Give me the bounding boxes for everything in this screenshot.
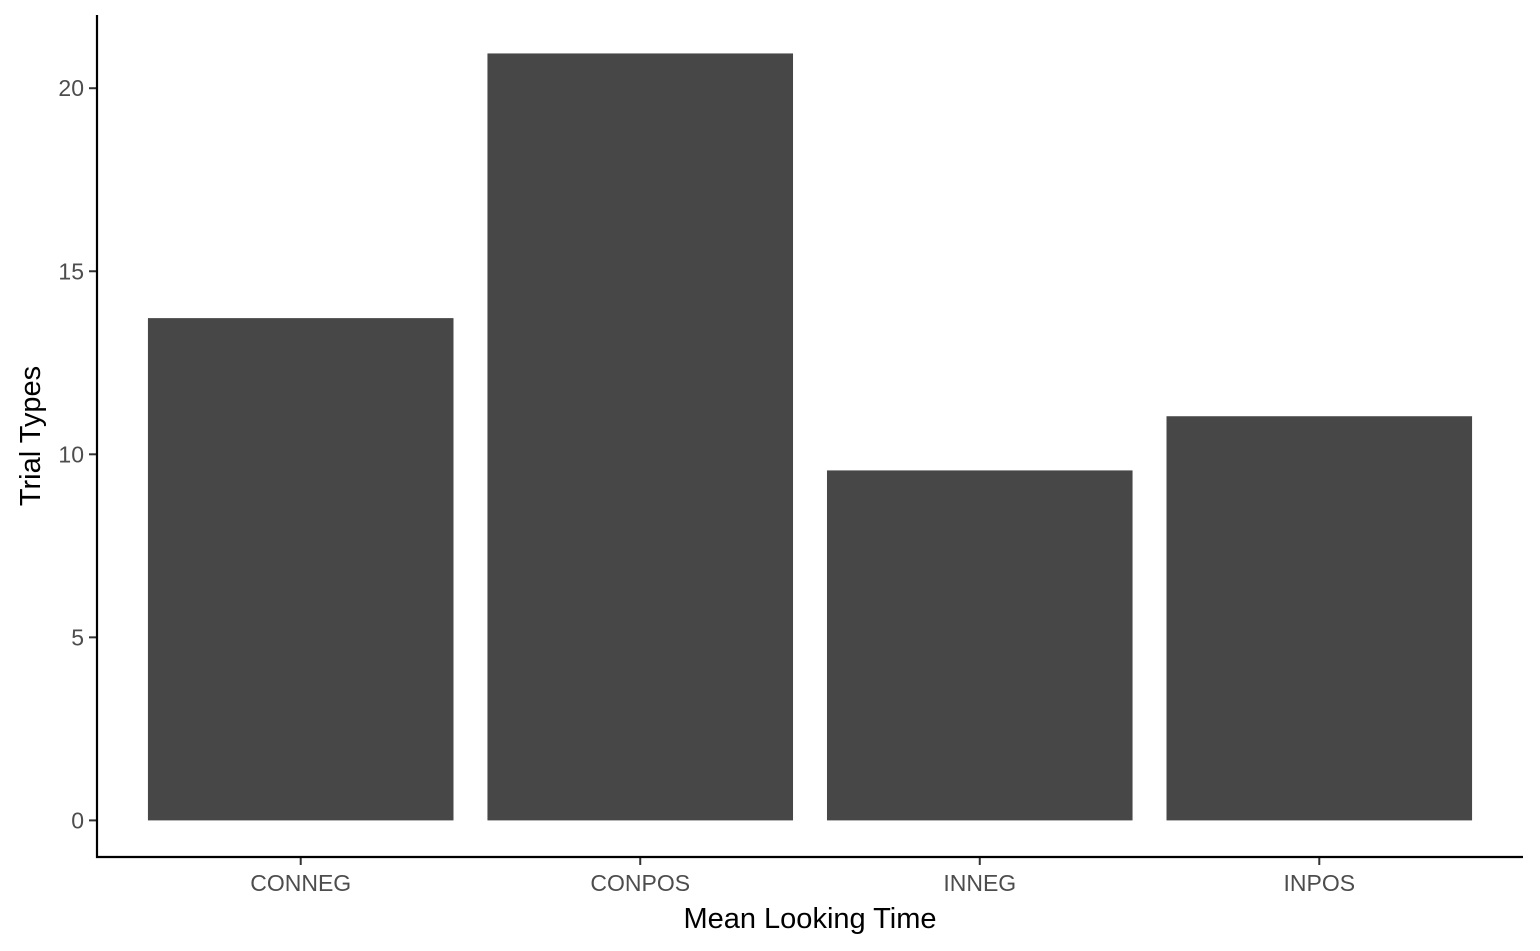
y-axis-ticks: 0 5 10 15 20: [58, 75, 97, 833]
bar-inpos: [1166, 416, 1473, 821]
y-tick-label: 15: [58, 258, 84, 284]
y-tick-label: 10: [58, 441, 84, 467]
x-tick-label: CONNEG: [250, 870, 351, 896]
bar-inneg: [826, 470, 1133, 821]
y-axis-title: Trial Types: [15, 366, 47, 506]
y-tick-label: 5: [71, 624, 84, 650]
bar-conpos: [487, 53, 794, 821]
x-tick-label: INNEG: [943, 870, 1016, 896]
y-tick-label: 20: [58, 75, 84, 101]
y-tick-label: 0: [71, 807, 84, 833]
x-tick-label: INPOS: [1283, 870, 1355, 896]
bar-conneg: [147, 318, 454, 821]
x-tick-label: CONPOS: [590, 870, 690, 896]
bars-group: [147, 53, 1473, 821]
x-axis-title: Mean Looking Time: [683, 903, 936, 935]
x-axis-ticks: CONNEG CONPOS INNEG INPOS: [250, 857, 1355, 896]
